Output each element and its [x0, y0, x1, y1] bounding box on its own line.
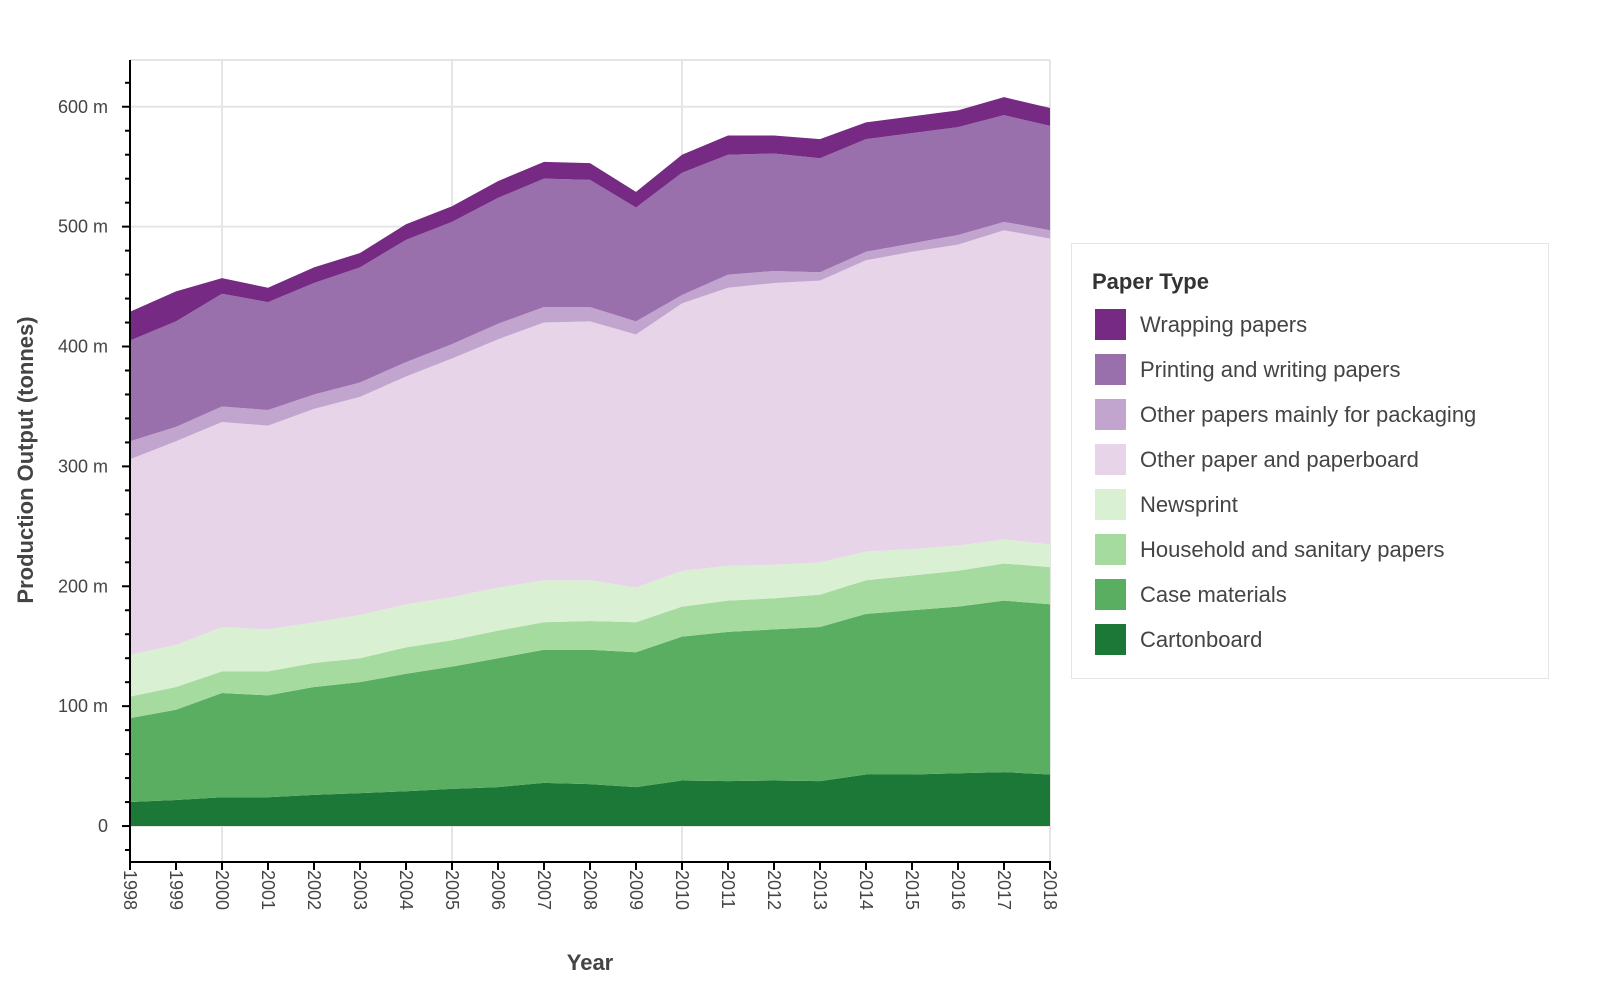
y-axis-title: Production Output (tonnes): [13, 316, 38, 603]
area-household-and-sanitary-papers: [130, 563, 1050, 719]
x-tick-label: 2012: [764, 870, 784, 910]
legend-label: Newsprint: [1140, 492, 1238, 517]
legend-label: Other paper and paperboard: [1140, 447, 1419, 472]
legend: Paper Type Wrapping papers Printing and w…: [1071, 243, 1549, 679]
legend-swatch: [1095, 534, 1126, 565]
area-case-materials: [130, 600, 1050, 803]
legend-label: Case materials: [1140, 582, 1287, 607]
x-tick-label: 2001: [258, 870, 278, 910]
area-other-paper-and-paperboard: [130, 230, 1050, 655]
x-tick-label: 2003: [350, 870, 370, 910]
x-tick-label: 2015: [902, 870, 922, 910]
y-tick-label: 400 m: [58, 337, 108, 357]
x-tick-label: 2010: [672, 870, 692, 910]
x-tick-label: 2018: [1040, 870, 1060, 910]
x-tick-label: 2013: [810, 870, 830, 910]
y-tick-label: 0: [98, 816, 108, 836]
y-tick-label: 200 m: [58, 576, 108, 596]
legend-label: Printing and writing papers: [1140, 357, 1400, 382]
x-tick-label: 2014: [856, 870, 876, 910]
x-tick-label: 2004: [396, 870, 416, 910]
x-tick-label: 2017: [994, 870, 1014, 910]
x-tick-label: 2005: [442, 870, 462, 910]
legend-label: Other papers mainly for packaging: [1140, 402, 1476, 427]
x-axis-title: Year: [567, 950, 614, 975]
x-tick-label: 2007: [534, 870, 554, 910]
x-tick-label: 2008: [580, 870, 600, 910]
x-tick-label: 2000: [212, 870, 232, 910]
legend-swatch: [1095, 579, 1126, 610]
x-tick-label: 2006: [488, 870, 508, 910]
area-newsprint: [130, 539, 1050, 697]
area-cartonboard: [130, 772, 1050, 827]
y-tick-label: 500 m: [58, 217, 108, 237]
x-tick-label: 2009: [626, 870, 646, 910]
y-tick-label: 600 m: [58, 97, 108, 117]
y-tick-label: 300 m: [58, 456, 108, 476]
legend-swatch: [1095, 399, 1126, 430]
axes: 0 100 m 200 m 300 m 400 m 500 m 600 m 1998 1999 2…: [58, 60, 1060, 910]
legend-swatch: [1095, 444, 1126, 475]
area-series: [130, 97, 1050, 827]
x-tick-label: 1999: [166, 870, 186, 910]
x-tick-label: 2016: [948, 870, 968, 910]
x-tick-label: 1998: [120, 870, 140, 910]
legend-title: Paper Type: [1092, 269, 1209, 294]
legend-label: Wrapping papers: [1140, 312, 1307, 337]
x-tick-label: 2011: [718, 870, 738, 909]
area-wrapping-papers: [130, 97, 1050, 341]
y-tick-label: 100 m: [58, 696, 108, 716]
legend-swatch: [1095, 489, 1126, 520]
legend-label: Household and sanitary papers: [1140, 537, 1445, 562]
legend-box: [1071, 243, 1549, 679]
area-printing-and-writing-papers: [130, 115, 1050, 442]
legend-swatch: [1095, 309, 1126, 340]
legend-swatch: [1095, 624, 1126, 655]
legend-label: Cartonboard: [1140, 627, 1262, 652]
legend-swatch: [1095, 354, 1126, 385]
x-tick-label: 2002: [304, 870, 324, 910]
